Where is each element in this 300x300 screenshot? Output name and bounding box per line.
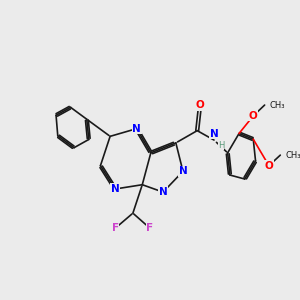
Text: F: F	[112, 223, 119, 233]
Text: N: N	[111, 184, 120, 194]
Text: CH₃: CH₃	[285, 151, 300, 160]
Text: O: O	[249, 111, 258, 121]
Text: O: O	[196, 100, 204, 110]
Text: H: H	[218, 141, 224, 150]
Text: N: N	[159, 187, 167, 197]
Text: N: N	[178, 166, 187, 176]
Text: F: F	[146, 223, 154, 233]
Text: N: N	[132, 124, 141, 134]
Text: CH₃: CH₃	[270, 100, 285, 109]
Text: N: N	[210, 129, 218, 139]
Text: O: O	[265, 161, 273, 171]
